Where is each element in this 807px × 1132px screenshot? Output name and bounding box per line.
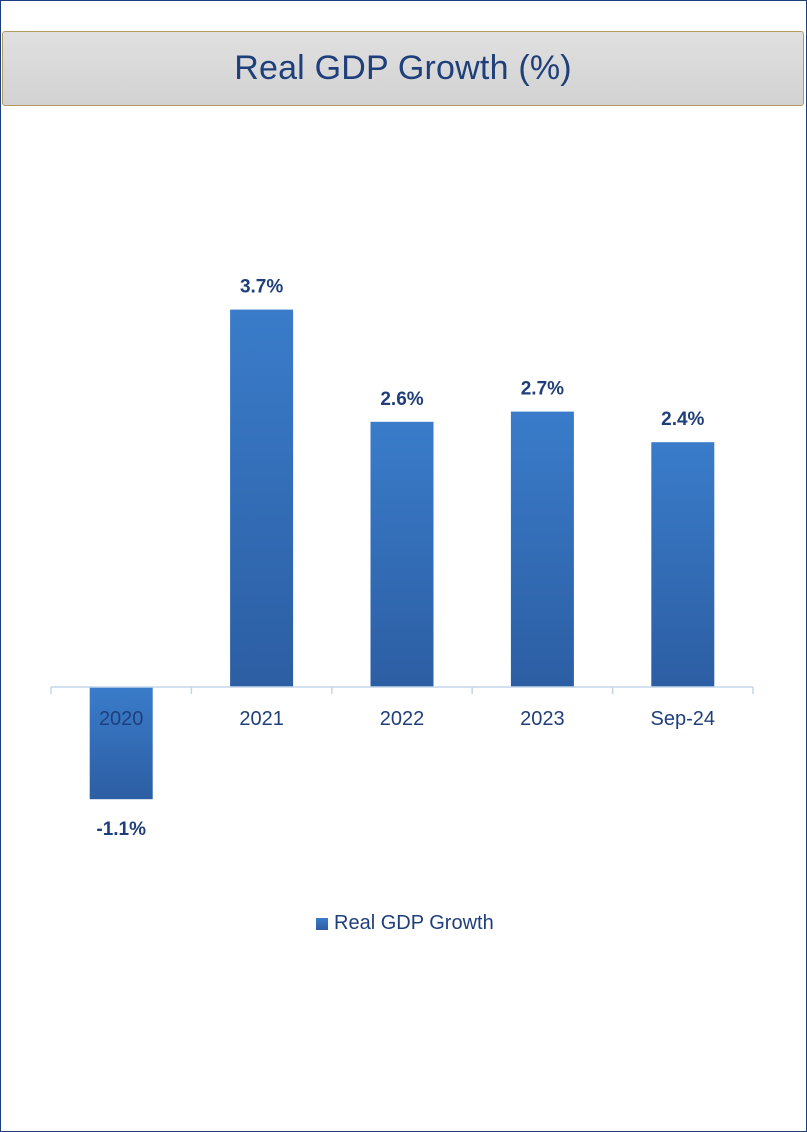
bar-2021 — [230, 309, 294, 687]
x-tick-label: 2020 — [99, 708, 144, 730]
x-tick-label: 2023 — [520, 708, 565, 730]
data-label: 2.4% — [661, 409, 704, 430]
bar-2023 — [510, 411, 574, 687]
legend: Real GDP Growth — [316, 912, 494, 935]
data-label: 3.7% — [240, 277, 283, 298]
labels-layer: 2020 -1.1% 2021 3.7% 2022 2.6% 2023 2.7% Sep-24 2… — [96, 277, 715, 841]
bar-sep-24 — [651, 442, 715, 687]
bars-layer — [89, 309, 715, 800]
legend-label: Real GDP Growth — [334, 912, 494, 934]
x-tick-label: 2021 — [239, 708, 284, 730]
title-banner: Real GDP Growth (%) — [2, 31, 804, 106]
data-label: 2.6% — [380, 389, 423, 410]
axis-layer — [50, 686, 754, 694]
bar-2022 — [370, 421, 434, 687]
legend-swatch — [316, 917, 328, 930]
data-label: -1.1% — [96, 819, 146, 840]
bar-2020 — [89, 687, 153, 800]
x-tick-label: Sep-24 — [651, 708, 716, 730]
data-label: 2.7% — [521, 379, 564, 400]
x-tick-label: 2022 — [380, 708, 425, 730]
chart-title: Real GDP Growth (%) — [234, 49, 572, 87]
